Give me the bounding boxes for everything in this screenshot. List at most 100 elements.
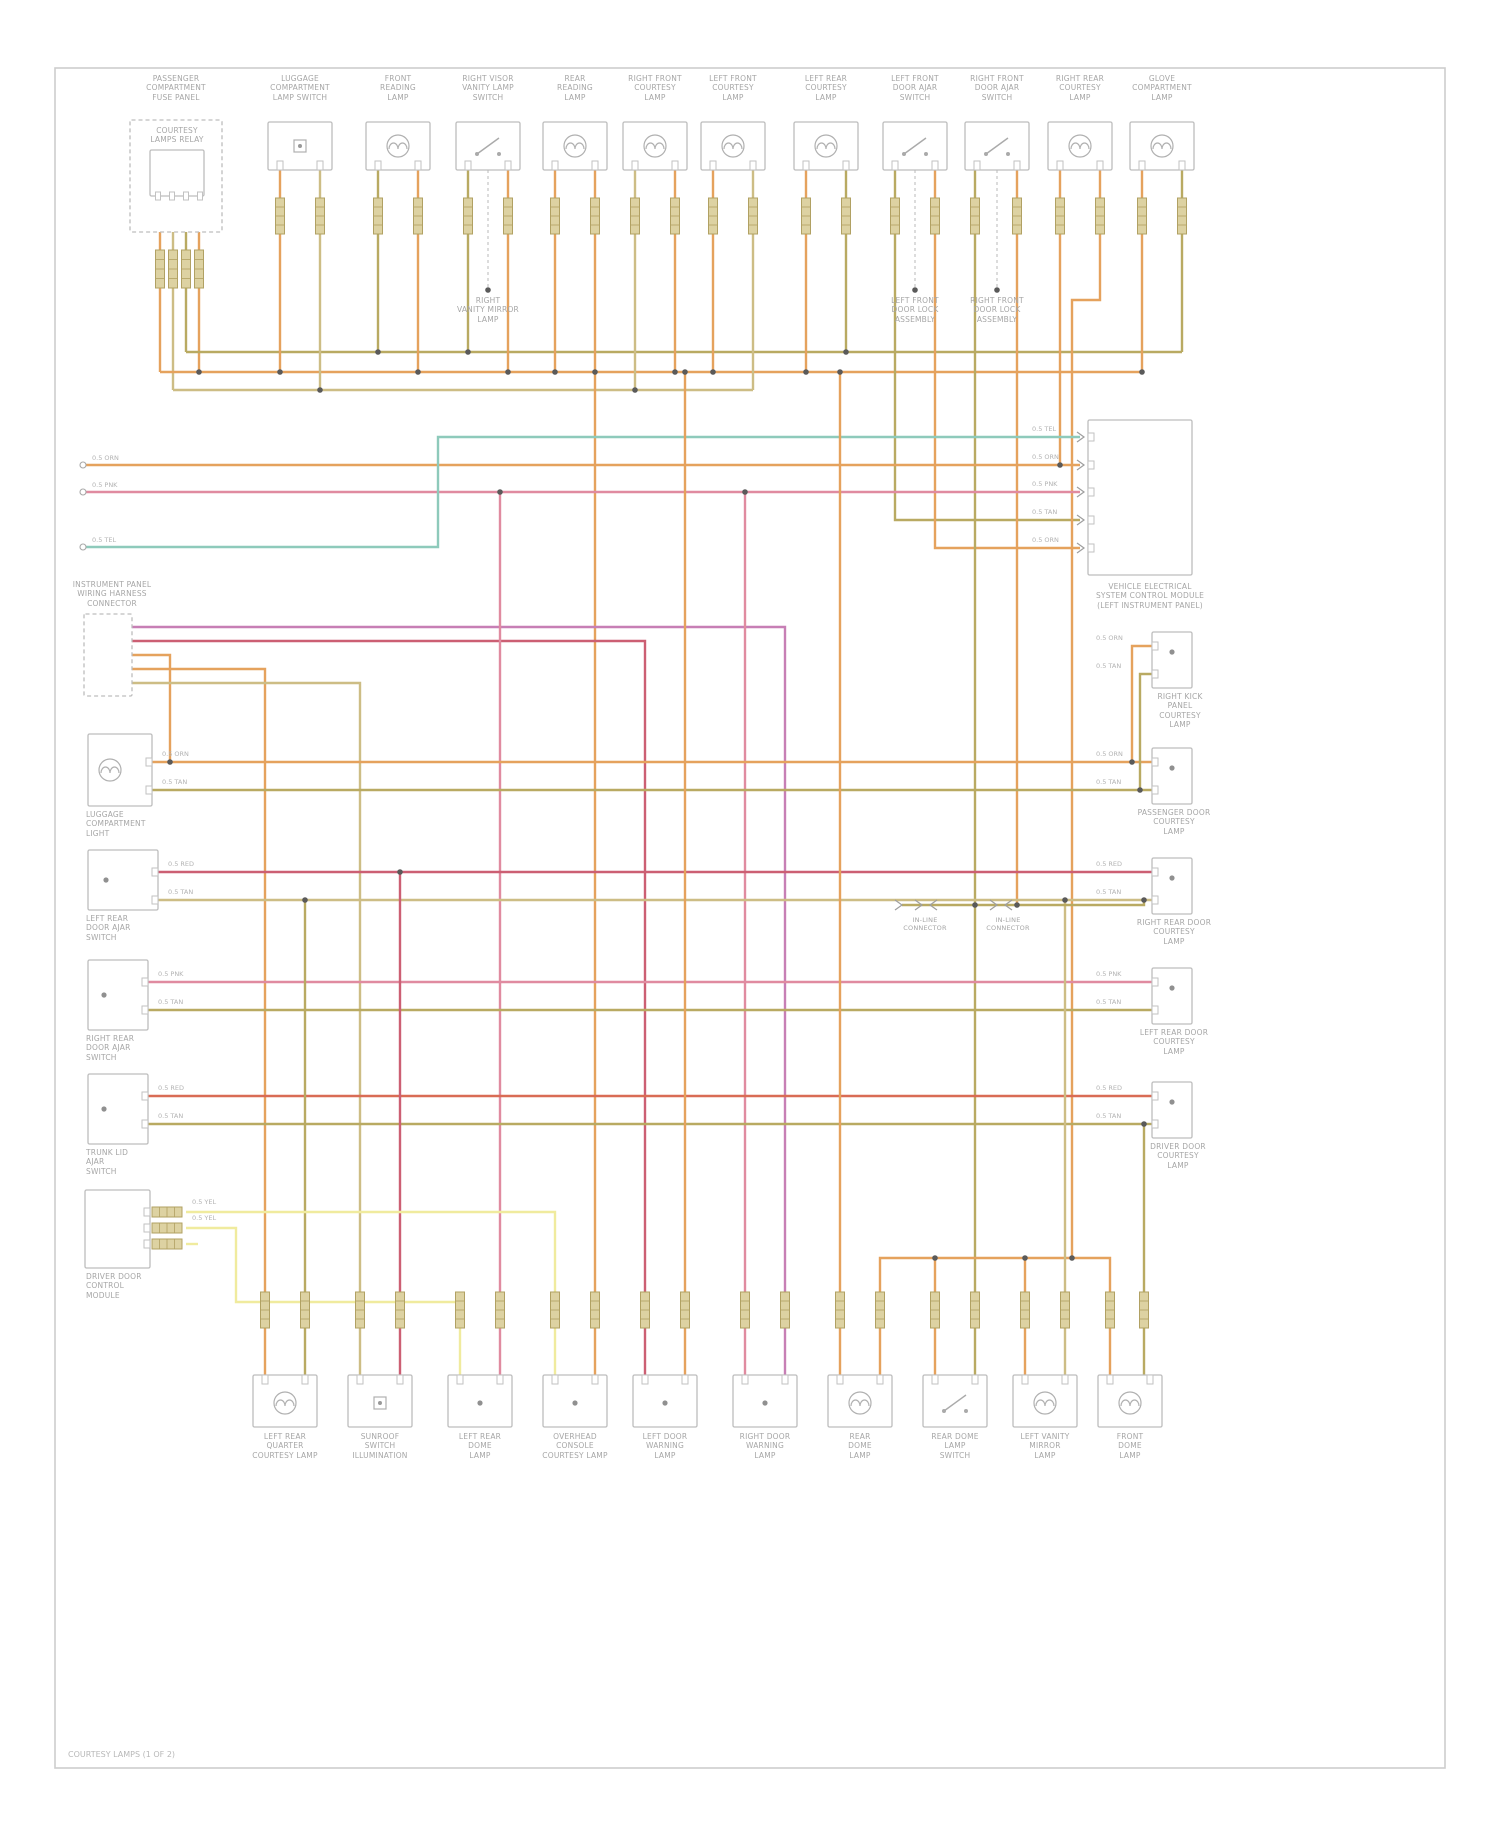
pin: [496, 1374, 504, 1385]
connector-block: [590, 197, 600, 235]
pin: [973, 160, 981, 171]
pin: [591, 1374, 599, 1385]
top-component-label-10: RIGHT REAR COURTESY LAMP: [1055, 74, 1105, 102]
pin: [276, 160, 284, 171]
left-component-lr-door-switch: [87, 849, 159, 911]
relay-dot-icon: [378, 1401, 382, 1405]
junction-dot: [1141, 897, 1147, 903]
wire-color-label: 0.5 PNK: [92, 481, 118, 489]
right-component-label-1: RIGHT KICK PANEL COURTESY LAMP: [1157, 692, 1203, 730]
connector-block: [1020, 1291, 1030, 1329]
bottom-component-label-8: REAR DOME LAMP SWITCH: [931, 1432, 979, 1460]
junction-dot: [592, 369, 598, 375]
junction-dot: [277, 369, 283, 375]
junction-dot: [302, 897, 308, 903]
bottom-component-label-9: LEFT VANITY MIRROR LAMP: [1020, 1432, 1070, 1460]
junction-dot: [1014, 902, 1020, 908]
top-component-label-4: REAR READING LAMP: [557, 74, 593, 102]
bottom-component-label-10: FRONT DOME LAMP: [1116, 1432, 1144, 1460]
pin: [802, 160, 810, 171]
pin: [316, 160, 324, 171]
pin: [504, 160, 512, 171]
right-component-box-1: [1151, 631, 1193, 689]
connector-block: [463, 197, 473, 235]
bottom-component-box-8: [922, 1374, 988, 1428]
junction-dot: [167, 759, 173, 765]
switch-contact-icon: [984, 152, 988, 156]
junction-dot: [375, 349, 381, 355]
inline-connector-icon: [914, 899, 924, 911]
relay-icon: [373, 1396, 387, 1410]
left-component-luggage-light: [87, 733, 153, 807]
pin: [591, 160, 599, 171]
inline-connector-icon: [894, 899, 904, 911]
pin: [1178, 160, 1186, 171]
pin: [842, 160, 850, 171]
connector-block: [780, 1291, 790, 1329]
left-component-trunk-switch: [87, 1073, 149, 1145]
connector-block: [670, 197, 680, 235]
connector-block: [835, 1291, 845, 1329]
pin: [155, 191, 161, 201]
connector-block: [630, 197, 640, 235]
lamp-icon: [1033, 1391, 1057, 1415]
courtesy-relay-label: COURTESY LAMPS RELAY: [150, 126, 204, 145]
switch-contact-icon: [475, 152, 479, 156]
pin: [741, 1374, 749, 1385]
connector-block: [194, 249, 204, 289]
wire-color-label: 0.5 TAN: [1096, 888, 1122, 896]
wire-orange-34: [128, 653, 172, 762]
wire-orange-22: [933, 170, 1080, 550]
pin: [1151, 867, 1159, 877]
wire-color-label: 0.5 TEL: [92, 536, 117, 544]
junction-dot: [497, 489, 503, 495]
right-component-label-5: DRIVER DOOR COURTESY LAMP: [1150, 1142, 1206, 1170]
lamp-filament-icon: [723, 142, 743, 150]
right-component-label-3: RIGHT REAR DOOR COURTESY LAMP: [1136, 918, 1212, 946]
connector-block: [503, 197, 513, 235]
junction-dot: [672, 369, 678, 375]
connector-block: [1055, 197, 1065, 235]
connector-block: [1105, 1291, 1115, 1329]
connector-block: [970, 1291, 980, 1329]
contact-dot-icon: [1169, 649, 1175, 655]
junction-dot: [972, 902, 978, 908]
pin: [1151, 1091, 1159, 1101]
connector-block: [640, 1291, 650, 1329]
inline-connector-icon: [1076, 514, 1086, 526]
connector-block: [1139, 1291, 1149, 1329]
junction-dot: [843, 349, 849, 355]
wire-source-icon: [79, 488, 87, 496]
connector-block: [413, 197, 423, 235]
switch-contact-icon: [902, 152, 906, 156]
pin: [1151, 977, 1159, 987]
connector-block: [151, 1222, 183, 1234]
pin: [396, 1374, 404, 1385]
junction-dot: [415, 369, 421, 375]
fuse-panel-label: PASSENGER COMPARTMENT FUSE PANEL: [146, 74, 206, 102]
connector-block: [168, 249, 178, 289]
top-component-label-11: GLOVE COMPARTMENT LAMP: [1132, 74, 1192, 102]
right-component-box-3: [1151, 857, 1193, 915]
junction-dot: [552, 369, 558, 375]
pin: [631, 160, 639, 171]
wire-magenta-32: [128, 625, 787, 1375]
pin: [1087, 460, 1095, 470]
contact-dot-icon: [477, 1400, 483, 1406]
connector-block: [275, 197, 285, 235]
wire-color-label: 0.5 RED: [158, 1084, 185, 1092]
contact-dot-icon: [572, 1400, 578, 1406]
switch-contact-icon: [497, 152, 501, 156]
right-component-label-2: PASSENGER DOOR COURTESY LAMP: [1137, 808, 1211, 836]
connector-block: [970, 197, 980, 235]
junction-dot: [994, 287, 1000, 293]
wire-orange-35: [128, 667, 267, 1375]
pin: [145, 785, 153, 795]
switch-contact-icon: [1006, 152, 1010, 156]
harness-connector-label: INSTRUMENT PANEL WIRING HARNESS CONNECTO…: [72, 580, 152, 608]
pin: [1151, 669, 1159, 679]
lamp-filament-icon: [816, 142, 836, 150]
wire-orange-47: [1130, 644, 1152, 762]
lamp-icon: [643, 134, 667, 158]
